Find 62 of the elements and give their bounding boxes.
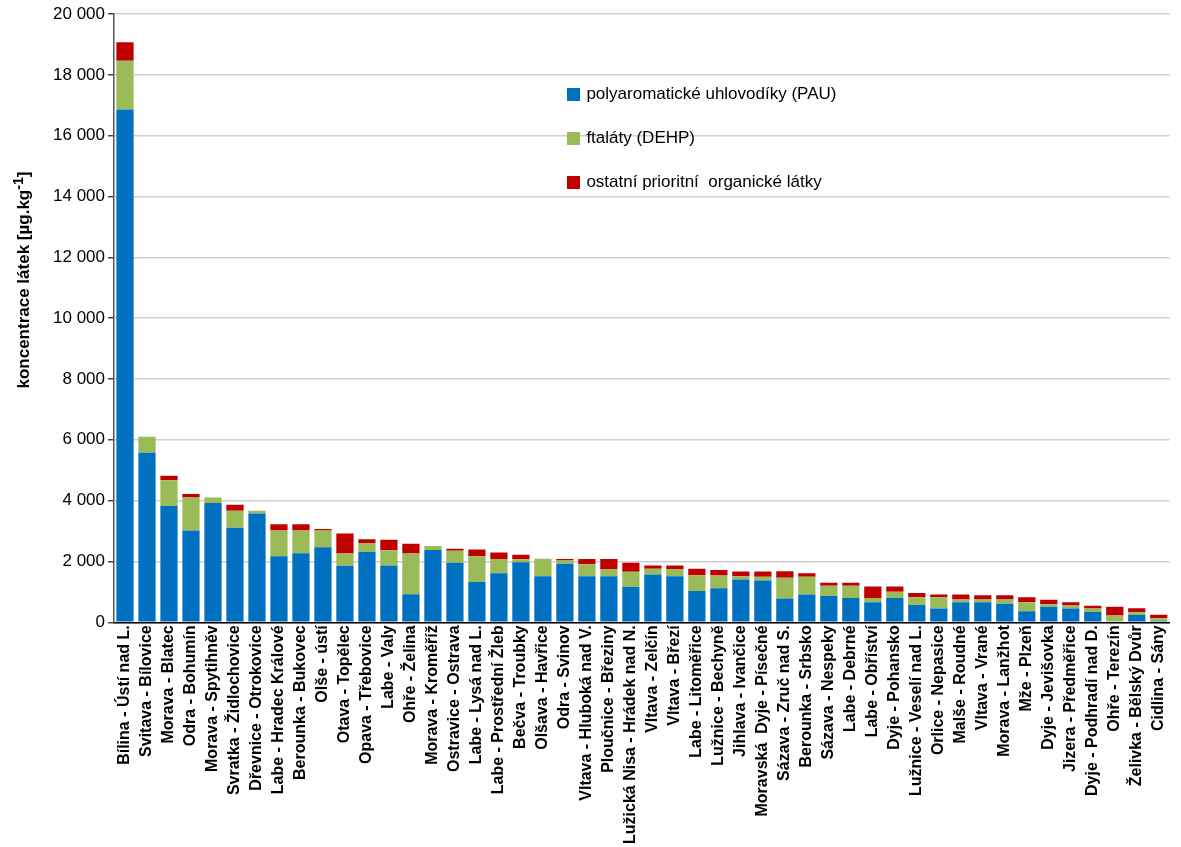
x-tick-label: Ohře - Terezín: [1105, 625, 1123, 732]
x-tick-label: Vltava - Zelčín: [643, 625, 661, 733]
x-tick-label: Mže - Plzeň: [1017, 625, 1035, 712]
x-tick-label: Lužnice - Bechyně: [709, 625, 727, 766]
x-tick-label: Morava - Blatec: [159, 625, 177, 744]
x-tick-label: Labe - Hradec Králové: [269, 625, 287, 795]
x-tick-label: Dyje - Pohansko: [885, 625, 903, 750]
x-tick-label: Dyje - Jevišovka: [1039, 625, 1057, 750]
x-tick-label: Labe - Debrné: [841, 625, 859, 732]
x-tick-label: Lužická Nisa - Hrádek nad N.: [621, 625, 639, 844]
y-tick-label: 18 000: [53, 64, 105, 84]
x-tick-label: Svitava - Bílovice: [137, 625, 155, 757]
x-tick-label: Labe - Prostřední Žleb: [488, 625, 507, 795]
x-tick-label: Berounka - Srbsko: [797, 625, 815, 768]
x-tick-label: Odra - Bohumín: [181, 625, 199, 747]
x-tick-label: Moravská Dyje - Písečné: [753, 625, 771, 817]
x-tick-label: Bílina - Ústí nad L.: [114, 625, 133, 765]
y-tick-label: 2 000: [62, 551, 105, 571]
x-tick-label: Sázava - Nespeky: [819, 625, 837, 760]
y-tick-label: 14 000: [53, 186, 105, 206]
x-tick-label: Orlice - Nepasice: [929, 625, 947, 756]
x-tick-label: Ploučnice - Březiny: [599, 625, 617, 773]
x-tick-label: Labe - Obříství: [863, 624, 881, 738]
y-tick-label: 6 000: [62, 429, 105, 449]
x-tick-label: Morava - Lanžhot: [995, 624, 1013, 757]
x-tick-label: Dyje - Podhradí nad D.: [1083, 625, 1101, 796]
x-tick-label: Olšava - Havřice: [533, 625, 551, 750]
y-tick-label: 10 000: [53, 307, 105, 327]
legend-label: polyaromatické uhlovodíky (PAU): [586, 84, 837, 104]
x-tick-label: Olše - ústí: [313, 624, 331, 703]
x-tick-label: Vltava - Březí: [665, 624, 683, 726]
x-tick-label: Otava - Topělec: [335, 625, 353, 744]
y-tick-label: 0: [95, 611, 105, 631]
legend-label: ftaláty (DEHP): [586, 128, 696, 148]
x-tick-label: Jihlava - Ivančice: [731, 625, 749, 757]
y-tick-label: 16 000: [53, 125, 105, 145]
x-tick-label: Svratka - Židlochovice: [224, 625, 243, 796]
x-tick-label: Malše - Roudné: [951, 625, 969, 744]
y-tick-label: 20 000: [53, 3, 105, 23]
x-tick-label: Ostravice - Ostrava: [445, 625, 463, 773]
x-tick-label: Ohře - Želina: [400, 625, 419, 724]
x-tick-label: Berounka - Bukovec: [291, 625, 309, 780]
legend-label: ostatní prioritní organické látky: [586, 172, 822, 192]
x-tick-label: Sázava - Zruč nad S.: [775, 625, 793, 781]
x-tick-label: Vltava - Hluboká nad V.: [577, 625, 595, 801]
y-tick-label: 8 000: [62, 368, 105, 388]
x-tick-label: Labe - Litoměřice: [687, 625, 705, 758]
x-tick-label: Vltava - Vrané: [973, 625, 991, 731]
x-tick-label: Morava - Kroměříž: [423, 625, 441, 765]
x-tick-label: Labe - Valy: [379, 625, 397, 709]
y-tick-label: 12 000: [53, 246, 105, 266]
x-tick-label: Odra - Svinov: [555, 625, 573, 730]
x-tick-label: Cidlina - Sány: [1149, 625, 1167, 732]
y-tick-label: 4 000: [62, 490, 105, 510]
x-tick-label: Lužnice - Veselí nad L.: [907, 625, 925, 796]
x-tick-label: Jizera - Předměřice: [1061, 625, 1079, 773]
x-tick-label: Bečva - Troubky: [511, 625, 529, 749]
x-tick-label: Želivka - Bělský Dvůr: [1126, 625, 1145, 787]
x-tick-label: Opava - Třebovice: [357, 625, 375, 764]
x-tick-label: Dřevnice - Otrokovice: [247, 625, 265, 791]
x-tick-label: Morava - Spytihněv: [203, 625, 221, 772]
x-tick-label: Labe - Lysá nad L.: [467, 625, 485, 765]
